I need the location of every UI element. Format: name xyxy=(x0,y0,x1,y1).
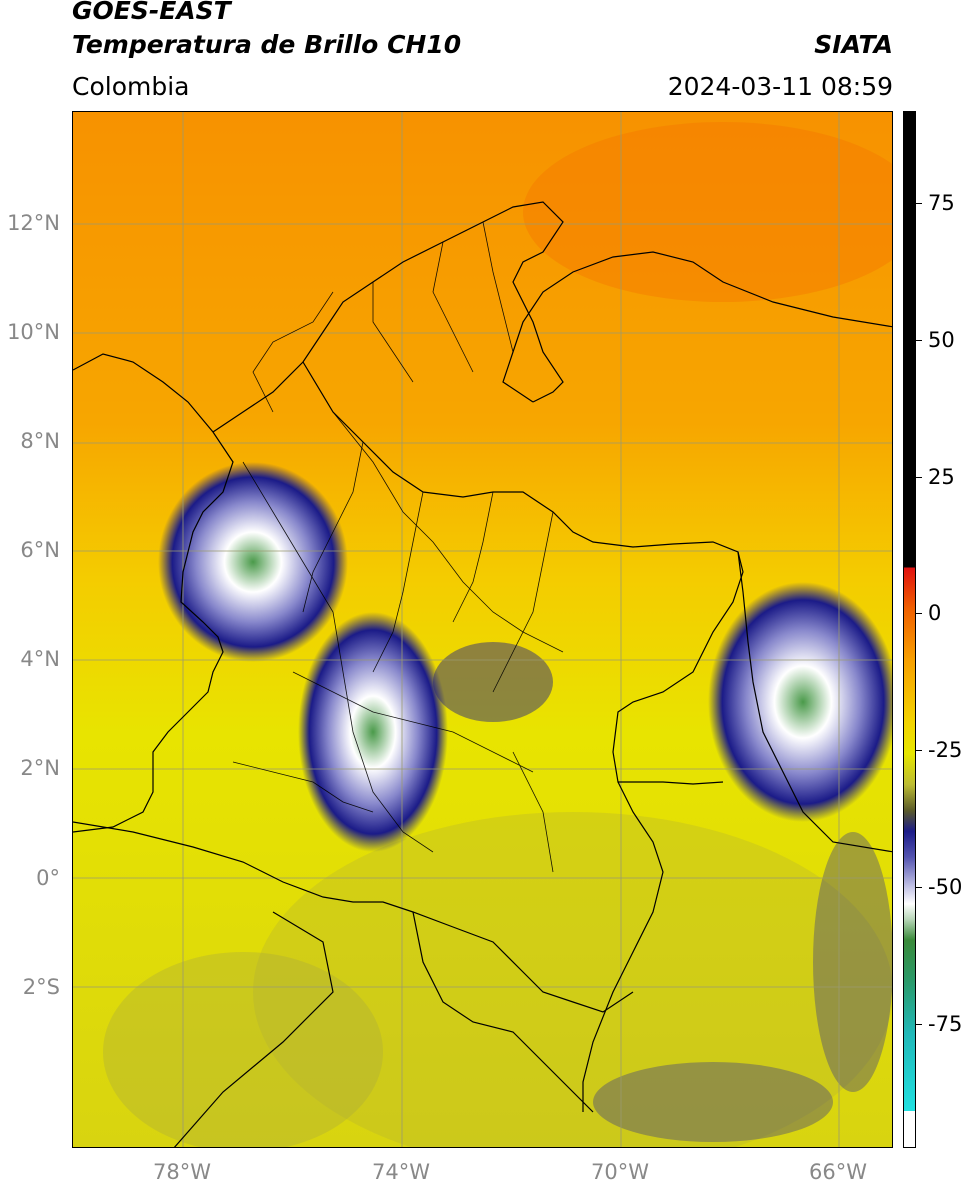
lat-label: 2°N xyxy=(20,756,60,780)
colorbar-label: 25 xyxy=(928,465,955,489)
colorbar-tick xyxy=(916,203,922,204)
coastlines-borders xyxy=(73,201,892,1147)
lat-label: 12°N xyxy=(7,211,60,235)
storm-cluster-east xyxy=(708,582,892,822)
agency-label: SIATA xyxy=(814,30,893,59)
satellite-map[interactable] xyxy=(72,111,893,1148)
lat-label: 10°N xyxy=(7,320,60,344)
colorbar xyxy=(903,111,916,1148)
product-title: Temperatura de Brillo CH10 xyxy=(72,30,462,59)
storm-cluster-central xyxy=(298,612,448,852)
colorbar-label: -75 xyxy=(928,1012,963,1036)
colorbar-label: -50 xyxy=(928,875,963,899)
lat-label: 4°N xyxy=(20,647,60,671)
colorbar-tick xyxy=(916,340,922,341)
lat-label: 0° xyxy=(36,866,60,890)
lon-label: 70°W xyxy=(591,1160,649,1184)
region-label: Colombia xyxy=(72,72,190,101)
datetime-label: 2024-03-11 08:59 xyxy=(667,72,893,101)
lat-label: 8°N xyxy=(20,429,60,453)
lat-label: 2°S xyxy=(22,975,60,999)
storm-cluster-west xyxy=(158,462,348,662)
lon-label: 66°W xyxy=(809,1160,867,1184)
map-canvas xyxy=(73,112,892,1147)
lon-label: 78°W xyxy=(153,1160,211,1184)
colorbar-label: -25 xyxy=(928,738,963,762)
colorbar-tick xyxy=(916,1024,922,1025)
colorbar-tick xyxy=(916,477,922,478)
graticule xyxy=(73,112,892,1147)
colorbar-label: 50 xyxy=(928,328,955,352)
colorbar-tick xyxy=(916,750,922,751)
colorbar-label: 0 xyxy=(928,601,942,625)
colorbar-tick xyxy=(916,887,922,888)
admin-boundaries xyxy=(232,221,564,873)
lon-label: 74°W xyxy=(372,1160,430,1184)
satellite-title: GOES-EAST xyxy=(72,0,231,25)
colorbar-tick xyxy=(916,613,922,614)
colorbar-label: 75 xyxy=(928,191,955,215)
lat-label: 6°N xyxy=(20,538,60,562)
